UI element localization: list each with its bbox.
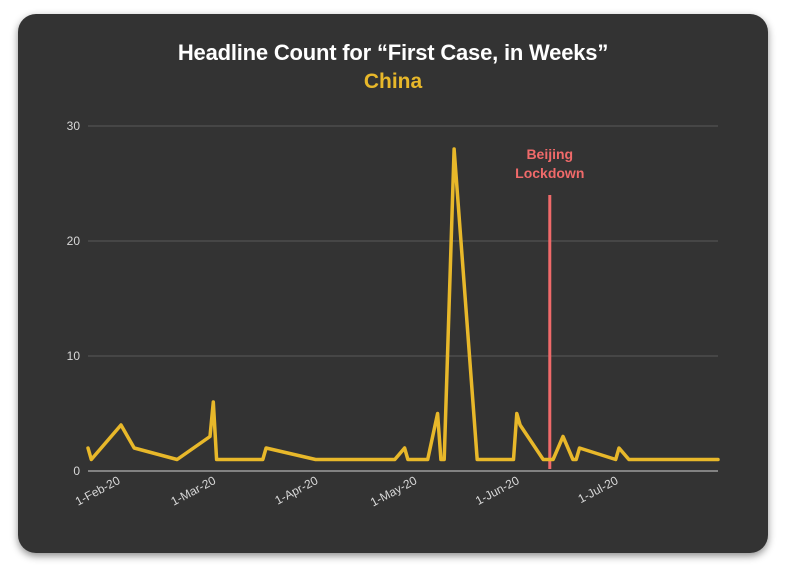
x-tick-label: 1-Jul-20 xyxy=(576,473,621,506)
chart-subtitle: China xyxy=(363,70,423,93)
annotation-label-line: Beijing xyxy=(526,146,573,162)
annotation-layer: Beijing Lockdown xyxy=(515,146,584,469)
y-tick-label: 30 xyxy=(67,119,81,133)
chart-card xyxy=(18,14,768,553)
series-line xyxy=(86,147,720,462)
x-tick-label: 1-Jun-20 xyxy=(473,473,522,508)
x-tick-label: 1-Feb-20 xyxy=(73,473,123,508)
x-tick-label: 1-Mar-20 xyxy=(168,473,218,508)
x-axis: 1-Feb-20 1-Mar-20 1-Apr-20 1-May-20 1-Jun-20… xyxy=(73,473,621,509)
y-axis: 0 10 20 30 xyxy=(67,119,81,478)
annotation-label-line: Lockdown xyxy=(515,165,584,181)
y-tick-label: 10 xyxy=(67,349,81,363)
gridlines xyxy=(88,125,718,472)
y-tick-label: 20 xyxy=(67,234,81,248)
x-tick-label: 1-Apr-20 xyxy=(273,473,321,507)
series-layer xyxy=(86,147,720,462)
chart-title: Headline Count for “First Case, in Weeks… xyxy=(177,40,609,65)
x-tick-label: 1-May-20 xyxy=(368,473,420,509)
y-tick-label: 0 xyxy=(73,464,80,478)
lockdown-annotation-label: Beijing Lockdown xyxy=(515,146,584,181)
